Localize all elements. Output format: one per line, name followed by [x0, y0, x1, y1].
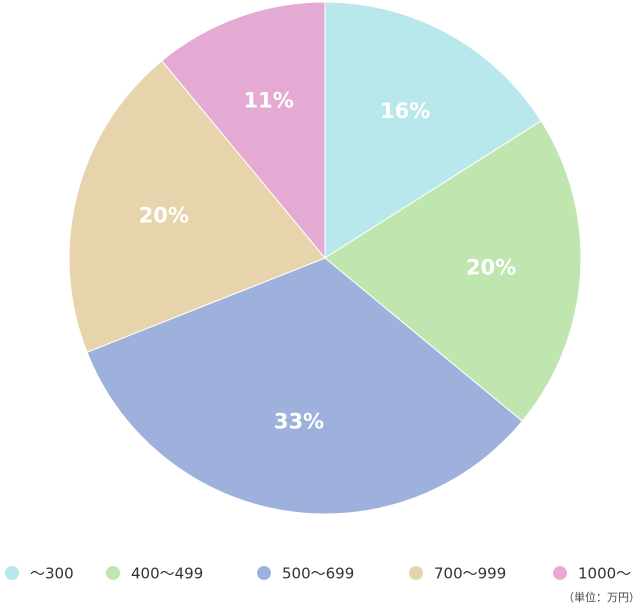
- legend-label: 400～499: [131, 565, 203, 583]
- legend-marker: [553, 566, 567, 580]
- legend-marker: [106, 566, 120, 580]
- value-label: 33%: [274, 409, 324, 433]
- legend-label: 500～699: [282, 565, 354, 583]
- pie-slice: [324, 1, 542, 259]
- legend-marker: [257, 566, 271, 580]
- value-label: 20%: [466, 255, 516, 279]
- pie-slice: [68, 60, 326, 353]
- unit-note: （単位：万円）: [563, 590, 640, 604]
- value-label: 20%: [139, 204, 189, 228]
- legend-marker: [5, 566, 19, 580]
- value-label: 16%: [380, 99, 430, 123]
- legend-label: 1000～: [578, 565, 631, 583]
- legend-label: ～300: [30, 565, 74, 583]
- pie-slice: [161, 1, 326, 260]
- pie-slice: [86, 257, 523, 515]
- legend-label: 700～999: [434, 565, 506, 583]
- pie-slice: [324, 120, 582, 422]
- legend-marker: [409, 566, 423, 580]
- value-label: 11%: [244, 88, 294, 112]
